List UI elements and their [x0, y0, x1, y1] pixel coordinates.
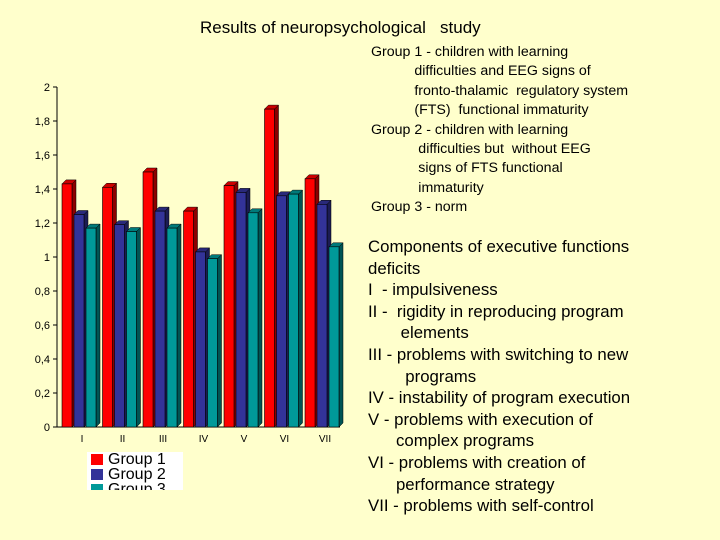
y-tick-label: 0,8	[35, 286, 50, 298]
bar	[223, 185, 235, 428]
description-line: difficulties and EEG signs of	[371, 63, 591, 80]
y-tick-label: 1,6	[35, 150, 50, 162]
legend-label: Group 1	[108, 452, 166, 468]
bar	[304, 178, 316, 428]
chart-legend: Group 1 Group 2 Group 3	[87, 452, 183, 490]
x-tick-label: VI	[280, 434, 289, 445]
description-line: II - rigidity in reproducing program	[368, 301, 624, 321]
description-line: signs of FTS functional	[371, 160, 563, 177]
description-line: elements	[368, 323, 469, 343]
bar	[73, 214, 85, 428]
description-line: V - problems with execution of	[368, 409, 593, 429]
bar-side	[338, 242, 344, 428]
bar	[195, 251, 206, 428]
bar	[85, 227, 97, 428]
description-line: Group 3 - norm	[371, 199, 468, 216]
legend-swatch	[91, 469, 103, 480]
legend-swatch	[91, 454, 103, 465]
bar	[264, 108, 275, 428]
legend-label: Group 2	[108, 466, 166, 483]
bar	[166, 227, 178, 428]
legend-label: Group 3	[108, 481, 166, 491]
description-line: deficits	[368, 258, 421, 278]
bar	[235, 192, 247, 428]
legend-item: Group 3	[87, 482, 183, 490]
x-tick-label: VII	[319, 434, 331, 445]
legend-item: Group 1	[87, 452, 183, 468]
y-tick-label: 1	[44, 252, 50, 264]
description-line: I - impulsiveness	[368, 280, 498, 300]
bar	[316, 204, 328, 428]
bar-side	[136, 226, 141, 428]
bar-side	[298, 189, 303, 428]
description-line: Components of executive functions	[368, 237, 630, 256]
description-line: VI - problems with creation of	[368, 452, 586, 472]
bar	[142, 171, 154, 428]
bar	[126, 231, 137, 428]
y-tick-label: 1,2	[35, 218, 50, 230]
bar-side	[217, 254, 222, 428]
x-tick-label: V	[241, 434, 248, 445]
bar	[154, 210, 166, 428]
description-line: VII - problems with self-control	[368, 496, 594, 516]
y-tick-label: 0	[44, 422, 50, 434]
components-description: Components of executive functions deficit…	[368, 236, 713, 517]
y-tick-label: 1,4	[35, 184, 50, 196]
bar	[207, 258, 218, 428]
description-line: IV - instability of program execution	[368, 388, 631, 408]
bar	[288, 193, 299, 428]
description-line: fronto-thalamic regulatory system	[371, 82, 629, 99]
bar	[114, 224, 125, 428]
y-tick-label: 0,6	[35, 320, 50, 332]
bar-chart: 00,20,40,60,811,21,41,61,82I II III IV V VI VI…	[35, 82, 344, 445]
description-line: performance strategy	[368, 474, 555, 494]
x-tick-label: IV	[199, 434, 209, 445]
x-tick-label: II	[120, 434, 126, 445]
bar	[183, 210, 194, 428]
bar-side	[257, 208, 263, 428]
description-line: programs	[368, 366, 477, 386]
description-line: complex programs	[368, 431, 535, 451]
y-tick-label: 2	[44, 82, 50, 94]
description-line: difficulties but without EEG	[371, 141, 591, 158]
bar-side	[176, 223, 182, 428]
groups-description: Group 1 - children with learning difficu…	[371, 43, 716, 218]
bar	[276, 195, 287, 428]
description-line: (FTS) functional immaturity	[371, 102, 589, 119]
bar	[61, 183, 73, 428]
y-tick-label: 0,4	[35, 354, 50, 366]
bar	[328, 246, 340, 428]
description-line: immaturity	[371, 179, 484, 196]
legend-item: Group 2	[87, 466, 183, 483]
y-tick-label: 0,2	[35, 388, 50, 400]
description-line: Group 2 - children with learning	[371, 121, 569, 138]
x-tick-label: I	[81, 434, 84, 445]
description-line: III - problems with switching to new	[368, 344, 629, 364]
legend-swatch	[91, 484, 103, 490]
bar	[102, 187, 113, 428]
bar-side	[95, 223, 101, 428]
description-line: Group 1 - children with learning	[371, 44, 569, 60]
bar	[247, 212, 259, 428]
x-tick-label: III	[159, 434, 167, 445]
y-tick-label: 1,8	[35, 116, 50, 128]
chart-title: Results of neuropsychological study	[200, 18, 481, 37]
